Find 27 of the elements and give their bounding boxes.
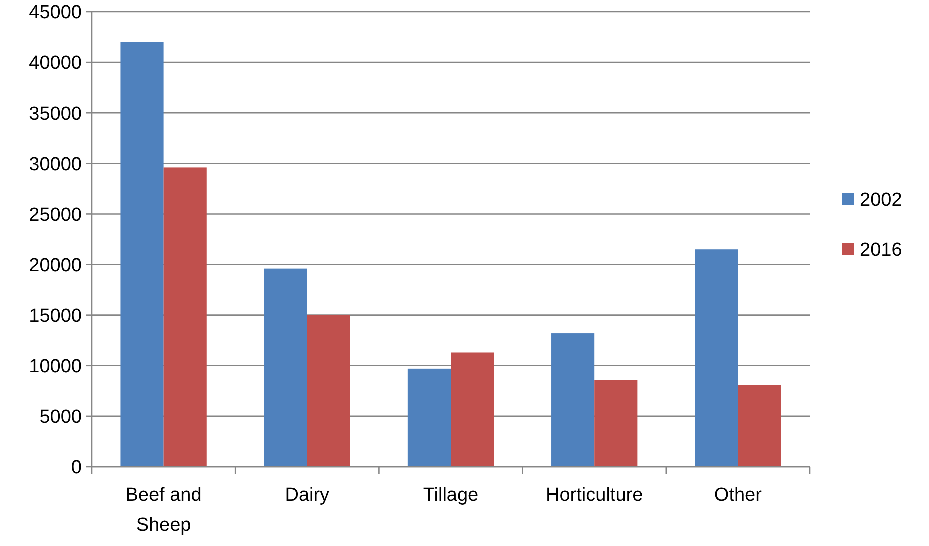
bar (264, 268, 308, 467)
y-tick-label: 20000 (29, 255, 82, 276)
bar (164, 168, 207, 467)
y-tick-label: 0 (71, 458, 82, 479)
x-tick-label: Other (714, 485, 763, 506)
x-tick-label: Beef and Sheep (126, 485, 202, 536)
y-tick-label: 25000 (29, 204, 82, 226)
y-tick-label: 40000 (29, 53, 82, 74)
bar (695, 250, 738, 467)
y-tick-label: 10000 (29, 356, 82, 378)
bar (738, 385, 782, 467)
y-tick-label: 45000 (29, 2, 82, 24)
x-tick-label: Tillage (423, 485, 479, 506)
y-tick-label: 35000 (29, 104, 82, 125)
bar (408, 368, 451, 467)
bar (120, 42, 164, 467)
y-tick-label: 5000 (40, 407, 82, 428)
legend-label: 2002 (860, 190, 902, 212)
x-tick-label: Dairy (285, 485, 330, 506)
bar (552, 334, 595, 467)
y-tick-label: 30000 (29, 154, 82, 176)
bar (594, 380, 638, 467)
x-tick-label: Horticulture (546, 485, 644, 506)
bar (451, 352, 494, 467)
legend-label: 2016 (860, 240, 902, 262)
bar (307, 315, 350, 467)
y-tick-label: 15000 (29, 306, 82, 327)
